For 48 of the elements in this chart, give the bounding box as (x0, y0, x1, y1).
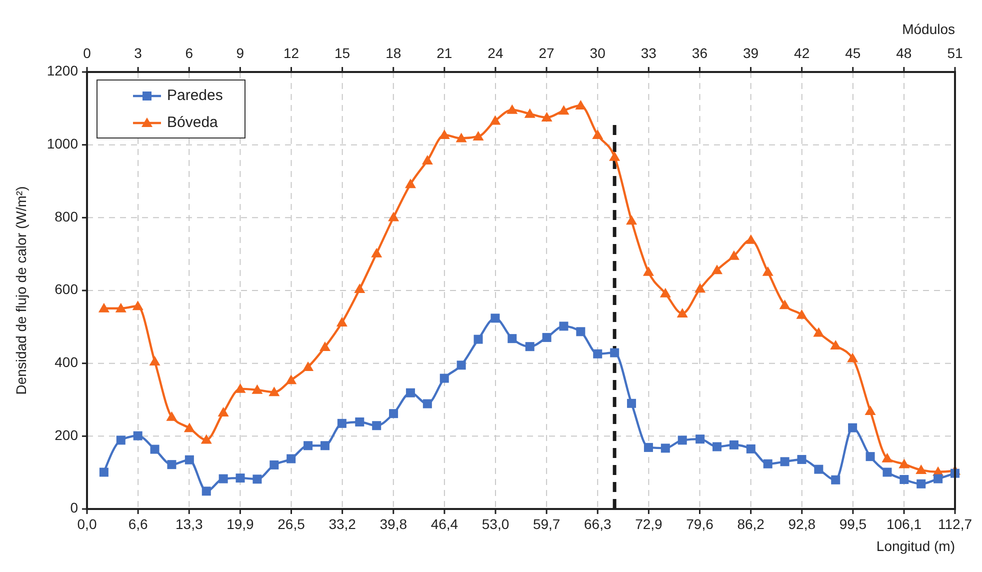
x-axis-title: Longitud (m) (876, 538, 955, 554)
x2-tick-label: 0 (83, 45, 92, 61)
x2-tick-label: 27 (538, 45, 555, 61)
x2-tick-label: 36 (692, 45, 708, 61)
x2-tick-label: 3 (134, 45, 142, 61)
x-tick-label: 19,9 (226, 516, 254, 532)
legend-label: Bóveda (167, 114, 219, 131)
x2-tick-label: 51 (947, 45, 963, 61)
x2-tick-label: 45 (845, 45, 861, 61)
y-tick-label: 800 (54, 208, 78, 224)
x-tick-label: 46,4 (430, 516, 458, 532)
y-tick-label: 600 (54, 281, 78, 298)
x2-tick-label: 30 (590, 45, 606, 61)
x2-tick-label: 39 (742, 45, 759, 61)
x2-tick-label: 48 (896, 45, 912, 61)
y-axis-title: Densidad de flujo de calor (W/m²) (13, 186, 29, 395)
x-tick-label: 53,0 (482, 516, 510, 532)
x2-tick-label: 6 (185, 45, 194, 61)
y-tick-label: 400 (54, 354, 78, 370)
x2-tick-label: 15 (334, 45, 350, 61)
x-tick-label: 66,3 (584, 516, 612, 532)
x2-tick-label: 18 (386, 45, 402, 61)
y-tick-label: 0 (70, 500, 78, 516)
y-tick-label: 200 (54, 426, 78, 443)
x2-axis-title: Módulos (902, 21, 955, 37)
x-tick-label: 112,7 (938, 516, 972, 532)
y-tick-label: 1000 (46, 136, 78, 152)
x2-tick-label: 42 (794, 45, 810, 61)
x-tick-label: 106,1 (886, 516, 922, 532)
x-tick-label: 6,6 (128, 516, 148, 532)
x-tick-label: 39,8 (380, 516, 408, 532)
x-tick-label: 33,2 (328, 516, 356, 532)
x2-tick-label: 33 (640, 45, 657, 61)
legend-label: Paredes (167, 86, 223, 104)
x-tick-label: 59,7 (532, 516, 560, 532)
x2-tick-label: 9 (236, 45, 244, 61)
x-tick-label: 13,3 (176, 516, 203, 532)
x2-tick-label: 21 (436, 45, 452, 61)
x-tick-label: 79,6 (686, 516, 714, 532)
x-tick-label: 92,8 (788, 516, 816, 532)
x-tick-label: 99,5 (839, 516, 867, 532)
x-tick-label: 26,5 (278, 516, 306, 532)
x-tick-label: 86,2 (737, 516, 765, 532)
x-tick-label: 0,0 (77, 516, 97, 532)
x2-tick-label: 24 (488, 45, 504, 61)
x2-tick-label: 12 (283, 45, 300, 61)
x-tick-label: 72,9 (635, 516, 663, 532)
y-tick-label: 1200 (46, 62, 78, 79)
